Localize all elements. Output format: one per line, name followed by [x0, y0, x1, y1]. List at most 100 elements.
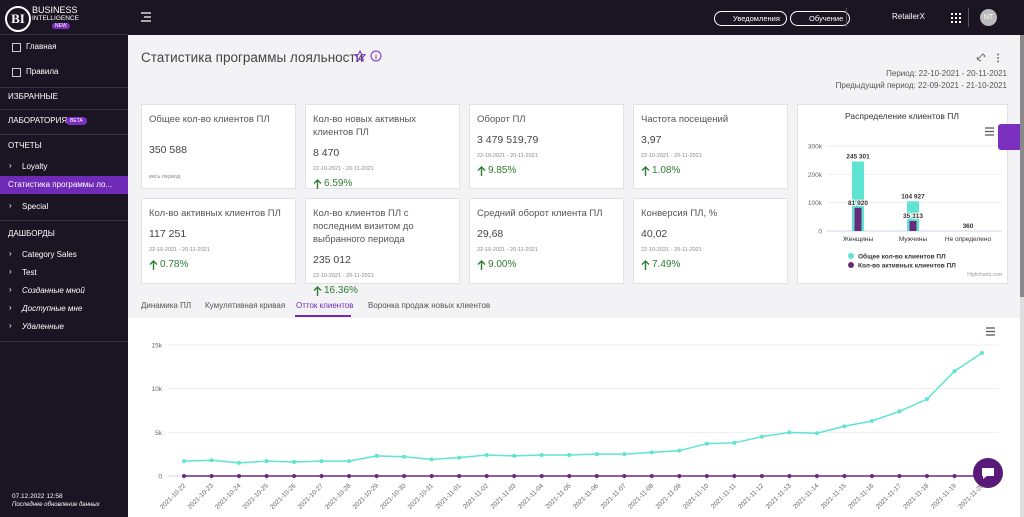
kpi-period: 22-10-2021 - 20-11-2021 — [477, 247, 538, 253]
tab[interactable]: Кумулятивная кривая — [205, 301, 286, 310]
notifications-button[interactable]: Уведомления — [714, 11, 787, 26]
section-header[interactable]: ИЗБРАННЫЕ — [8, 92, 58, 101]
section-header: ОТЧЕТЫ — [8, 141, 42, 150]
point — [704, 441, 709, 446]
point — [237, 474, 242, 478]
kpi-card: Частота посещений 3,97 22-10-2021 - 20-11-… — [633, 104, 788, 189]
side-actions[interactable] — [998, 124, 1020, 150]
footer-date: 07.12.2022 12:58 — [12, 493, 63, 500]
x-tick-label: 2021-11-03 — [489, 482, 517, 510]
report-item[interactable]: Статистика программы ло... — [8, 180, 113, 189]
x-tick-label: 2021-11-01 — [434, 482, 462, 510]
x-tick-label: 2021-10-24 — [214, 482, 243, 511]
kpi-title: Средний оборот клиента ПЛ — [477, 208, 603, 219]
chat-button[interactable] — [973, 458, 1003, 488]
dashboard-item[interactable]: Category Sales — [22, 250, 77, 259]
separator — [0, 87, 128, 88]
point — [429, 474, 434, 478]
distribution-chart: Распределение клиентов ПЛ 0 100k 200k 300k Же… — [808, 111, 1002, 278]
kpi-value: 3 479 519,79 — [477, 134, 539, 146]
sidebar: BI BUSINESS INTELLIGENCE NEW 07.12.2022 … — [0, 0, 128, 517]
kpi-period: 22-10-2021 - 20-11-2021 — [641, 247, 702, 253]
kpi-period: 22-10-2021 - 20-11-2021 — [641, 153, 702, 159]
point — [924, 397, 929, 402]
divider — [846, 8, 847, 27]
kpi-card: Кол-во новых активных клиентов ПЛ 8 470 22… — [305, 104, 460, 189]
point — [952, 474, 957, 478]
x-tick-label: 2021-11-09 — [655, 482, 683, 510]
up-arrow — [313, 178, 322, 189]
point — [704, 474, 709, 478]
y-tick-label: 15k — [152, 343, 163, 350]
tab[interactable]: Воронка продаж новых клиентов — [368, 301, 491, 310]
kpi-value: 350 588 — [149, 144, 187, 156]
x-tick-label: 2021-10-29 — [352, 482, 381, 511]
kpi-title: Кол-во клиентов ПЛ с последним визитом д… — [313, 208, 414, 245]
title-icons[interactable] — [354, 50, 384, 63]
point — [319, 474, 324, 478]
nav-icon — [12, 43, 21, 52]
chevron: › — [9, 161, 12, 170]
menu-icon[interactable] — [141, 12, 151, 22]
dashboard-item[interactable]: Доступные мне — [22, 304, 83, 313]
kpi-value: 3,97 — [641, 134, 662, 146]
y-tick-label: 300k — [808, 144, 823, 151]
chevron: › — [9, 303, 12, 312]
point — [897, 474, 902, 478]
kpi-value: 29,68 — [477, 228, 504, 240]
kpi-period: 22-10-2021 - 20-11-2021 — [477, 153, 538, 159]
arrow-shape — [477, 165, 486, 176]
up-arrow — [641, 165, 650, 176]
kpi-title: Кол-во активных клиентов ПЛ — [149, 208, 281, 219]
point — [980, 350, 984, 355]
point — [264, 474, 269, 478]
point — [622, 452, 627, 457]
tab[interactable]: Отток клиентов — [296, 301, 354, 310]
avatar[interactable]: NT — [980, 9, 997, 26]
chart-menu[interactable] — [985, 127, 994, 136]
x-tick-label: 2021-11-19 — [930, 482, 958, 510]
kpi-change: 0.78% — [149, 259, 288, 270]
point — [374, 474, 379, 478]
account[interactable]: RetailerX — [892, 12, 925, 21]
divider — [968, 8, 969, 27]
point — [567, 474, 572, 478]
dashboard-item[interactable]: Test — [22, 268, 37, 277]
x-tick-label: 2021-11-02 — [462, 482, 490, 510]
scrollbar — [1020, 35, 1024, 517]
logo[interactable]: BI — [5, 6, 31, 32]
nav-icon — [12, 68, 21, 77]
chart-menu[interactable] — [986, 327, 995, 336]
point — [759, 434, 764, 439]
x-tick-label: 2021-10-31 — [407, 482, 436, 511]
kpi-change-value: 6.59% — [324, 178, 353, 189]
legend-label: Кол-во активных клиентов ПЛ — [858, 263, 956, 270]
distribution-card — [797, 104, 1008, 284]
point — [677, 474, 682, 478]
header-actions[interactable] — [976, 53, 1006, 63]
report-item[interactable]: Loyalty — [22, 162, 48, 171]
dashboard-item[interactable]: Созданные мной — [22, 286, 85, 295]
dashboard-item[interactable]: Удаленные — [22, 322, 64, 331]
section-header[interactable]: ЛАБОРАТОРИЯ — [8, 116, 68, 125]
up-arrow — [313, 285, 322, 296]
x-tick-label: 2021-11-15 — [820, 482, 848, 510]
nav-item[interactable]: Главная — [26, 42, 57, 51]
report-item[interactable]: Special — [22, 202, 49, 211]
x-tick-label: 2021-10-26 — [269, 482, 298, 511]
x-tick-label: 2021-11-11 — [710, 482, 738, 510]
kpi-card: Кол-во активных клиентов ПЛ 117 251 22-10-… — [141, 198, 296, 284]
point — [484, 474, 489, 478]
bar — [909, 220, 917, 231]
apps-icon[interactable] — [951, 13, 961, 23]
separator — [0, 109, 128, 110]
nav-item[interactable]: Правила — [26, 67, 59, 76]
tab[interactable]: Динамика ПЛ — [141, 301, 192, 310]
kpi-change: 1.08% — [641, 165, 780, 176]
learning-button[interactable]: Обучение — [790, 11, 851, 26]
point — [457, 455, 462, 460]
line-panel — [128, 318, 1020, 517]
point — [292, 474, 297, 478]
